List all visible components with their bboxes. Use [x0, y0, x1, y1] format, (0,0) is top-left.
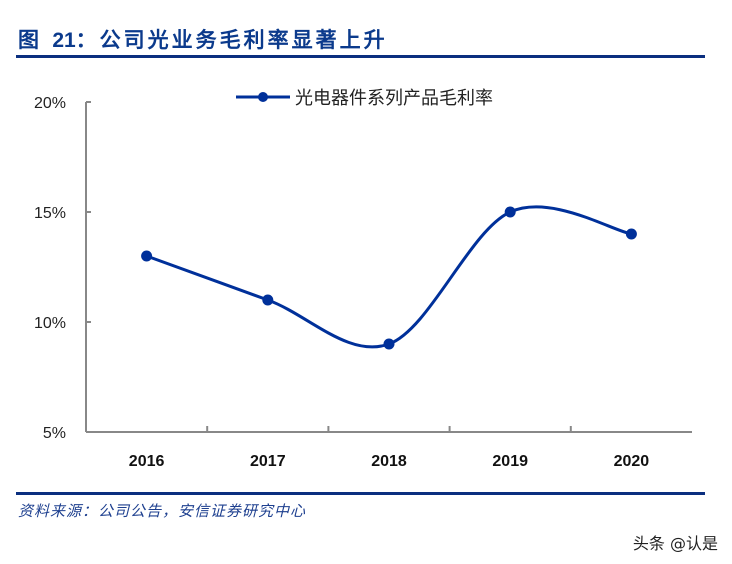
- x-tick-label: 2018: [371, 453, 407, 470]
- data-point-marker: [383, 338, 395, 350]
- y-tick-label: 10%: [34, 315, 66, 332]
- line-chart: 5% 10% 15% 20% 2016 2017 2018 2019 2020 光电器件系列产品…: [34, 88, 692, 470]
- figure-title-text: ：公司光业务毛利率显著上升: [75, 28, 388, 52]
- data-point-marker: [262, 294, 274, 306]
- x-tick-label: 2016: [129, 453, 165, 470]
- legend-marker-icon: [258, 92, 268, 102]
- figure-title: 图 21：公司光业务毛利率显著上升: [18, 24, 388, 54]
- legend-label: 光电器件系列产品毛利率: [295, 88, 493, 109]
- data-point-marker: [141, 250, 153, 262]
- figure-title-prefix: 图: [18, 28, 53, 52]
- data-point-marker: [504, 206, 516, 218]
- title-divider: [16, 55, 705, 58]
- y-tick-label: 15%: [34, 205, 66, 222]
- data-point-marker: [625, 228, 637, 240]
- x-tick-label: 2019: [492, 453, 528, 470]
- x-tick-label: 2020: [614, 453, 650, 470]
- chart-axes: 5% 10% 15% 20% 2016 2017 2018 2019 2020: [34, 95, 692, 470]
- figure-number: 21: [52, 29, 76, 52]
- source-divider: [16, 492, 705, 495]
- watermark: 头条 @认是: [632, 534, 718, 553]
- plot-area: [141, 205, 637, 350]
- y-tick-label: 20%: [34, 95, 66, 112]
- series-line: [146, 205, 632, 349]
- x-tick-label: 2017: [250, 453, 286, 470]
- source-note: 资料来源：公司公告，安信证券研究中心: [18, 502, 307, 520]
- y-tick-label: 5%: [43, 425, 66, 442]
- chart-legend: 光电器件系列产品毛利率: [236, 88, 493, 109]
